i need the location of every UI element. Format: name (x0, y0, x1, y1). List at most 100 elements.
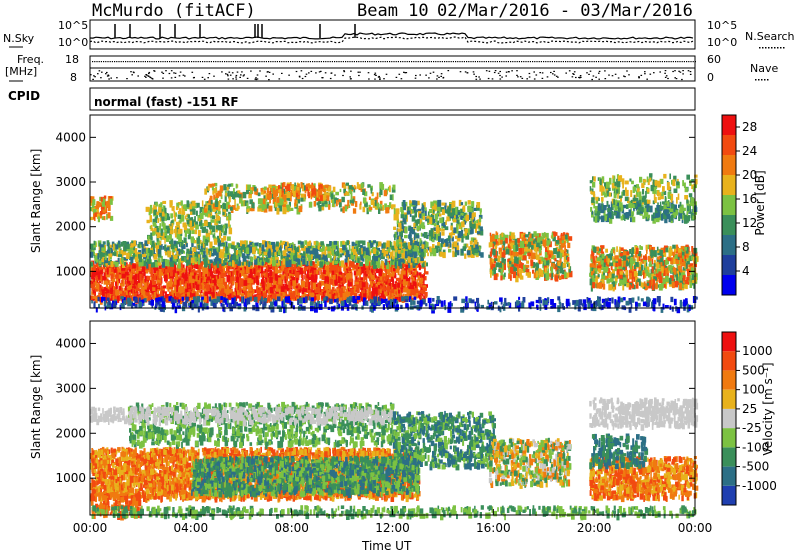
power-panel-cell (367, 287, 370, 293)
power-panel-cell (386, 269, 391, 275)
power-panel-cell (291, 259, 294, 264)
power-panel-cell (395, 291, 397, 295)
power-panel-cell (262, 292, 265, 299)
power-panel-cell (237, 254, 240, 260)
power-panel-cell (164, 212, 167, 219)
power-panel-cell (101, 280, 103, 284)
power-panel-cell (180, 269, 183, 277)
freq-mark (448, 61, 450, 63)
power-panel-cell (224, 241, 228, 247)
power-panel-cell (273, 249, 277, 253)
power-panel-cell (286, 254, 291, 259)
power-panel-cell (154, 265, 159, 271)
nave-mark-142 (516, 74, 518, 76)
freq-mark (378, 61, 380, 63)
power-panel-cell (421, 289, 425, 294)
power-panel-cell (92, 199, 96, 205)
power-panel-cell (346, 283, 351, 291)
power-panel-cell (170, 226, 173, 230)
power-panel-cell (263, 206, 268, 213)
power-panel-cell (118, 251, 121, 256)
power-panel-cell (189, 292, 192, 298)
power-panel-cell (132, 279, 134, 284)
power-panel-cell (222, 227, 225, 233)
power-panel-cell (397, 291, 400, 297)
power-panel-cell (307, 294, 311, 298)
power-panel-cell (355, 284, 360, 288)
power-panel-cell (100, 199, 103, 207)
power-panel-cell (382, 285, 386, 291)
power-panel-cell (178, 278, 183, 282)
power-panel-cell (281, 266, 284, 272)
power-panel-cell (217, 283, 221, 288)
power-panel-cell (292, 280, 297, 287)
power-panel-cell (410, 289, 414, 296)
power-panel-cell (138, 294, 143, 300)
power-panel-cell (412, 287, 417, 295)
freq-mark (573, 61, 575, 63)
freq-mark (593, 61, 595, 63)
power-panel-cell (387, 285, 391, 293)
power-panel-cell (311, 254, 313, 260)
power-panel-cell (150, 232, 153, 240)
power-panel-cell (332, 251, 334, 256)
power-panel-cell (213, 285, 216, 292)
power-panel-cell (209, 271, 214, 276)
power-panel-cell (276, 241, 279, 247)
power-panel-cell (310, 275, 315, 281)
nave-mark-254 (268, 71, 271, 73)
nave-mark-61 (689, 71, 692, 73)
power-panel-cell (335, 241, 339, 246)
nave-mark-227 (242, 75, 245, 77)
power-panel-cell (143, 255, 147, 260)
freq-mark (620, 61, 622, 63)
power-panel-cell (386, 240, 390, 248)
power-panel-cell (377, 254, 381, 260)
power-panel-cell (266, 289, 268, 294)
power-panel-cell (255, 188, 259, 196)
power-panel-cell (391, 250, 394, 257)
power-panel-cell (237, 267, 241, 273)
power-panel-cell (150, 280, 153, 285)
power-panel-cell (216, 215, 221, 221)
power-panel-cell (391, 245, 395, 251)
power-panel-cell (402, 293, 405, 299)
power-panel-cell (197, 215, 201, 221)
freq-mark (512, 61, 514, 63)
power-panel-cell (242, 286, 246, 291)
nave-mark-63 (318, 71, 321, 73)
freq-mark (351, 61, 353, 63)
nave-mark-59 (505, 75, 507, 77)
nave-mark-164 (231, 72, 234, 74)
nave-mark-25 (598, 70, 601, 72)
power-panel-cell (395, 282, 399, 289)
power-panel-cell (290, 252, 292, 260)
power-panel-cell (242, 267, 245, 274)
power-panel-cell (365, 260, 369, 266)
power-panel-cell (348, 275, 352, 280)
power-panel-cell (297, 240, 302, 245)
power-panel-cell (246, 275, 249, 280)
power-panel-cell (272, 264, 276, 270)
nave-mark-173 (644, 71, 646, 73)
power-panel-cell (110, 282, 115, 288)
freq-mark (428, 61, 430, 63)
power-panel-cell (389, 260, 392, 267)
power-panel-cell (156, 279, 161, 284)
power-panel-cell (128, 266, 132, 272)
power-panel-cell (319, 281, 323, 285)
power-panel-cell (219, 249, 222, 255)
power-panel-cell (210, 212, 213, 217)
power-panel-cell (360, 201, 362, 205)
power-panel-cell (243, 266, 247, 271)
nave-mark-191 (106, 75, 109, 77)
power-panel-cell (387, 272, 392, 278)
power-panel-cell (145, 287, 150, 293)
power-panel-cell (145, 280, 149, 288)
power-panel-cell (299, 267, 303, 275)
power-panel-cell (377, 281, 381, 288)
power-panel-cell (228, 183, 232, 187)
freq-mark (296, 61, 298, 63)
power-panel-cell (240, 293, 244, 297)
power-panel-cell (344, 276, 347, 283)
